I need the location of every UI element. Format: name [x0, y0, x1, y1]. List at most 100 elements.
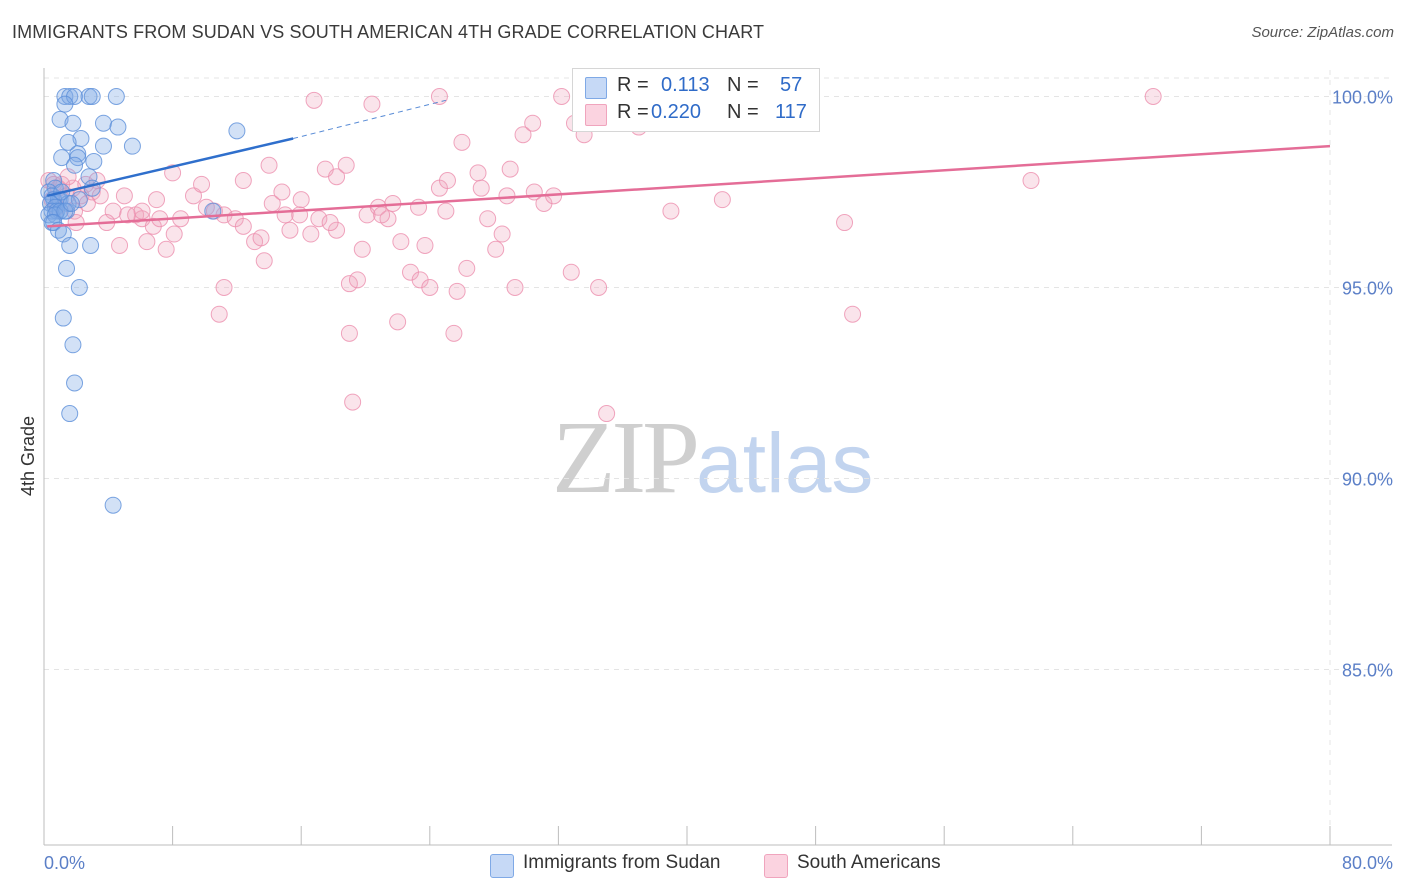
sudan-point [69, 145, 87, 163]
chart-title: IMMIGRANTS FROM SUDAN VS SOUTH AMERICAN … [12, 22, 765, 42]
south-americans-point [353, 240, 371, 258]
sudan-point [83, 179, 101, 197]
south-americans-point [448, 282, 466, 300]
south-americans-point [234, 217, 252, 235]
south-americans-point [276, 206, 294, 224]
source-label: Source: ZipAtlas.com [1251, 24, 1394, 41]
south-americans-point [844, 305, 862, 323]
legend-n-value: 117 [775, 101, 807, 123]
south-americans-point [524, 114, 542, 132]
south-americans-point [340, 324, 358, 342]
sudan-point [94, 137, 112, 155]
sudan-point [61, 236, 79, 254]
watermark-atlas: atlas [696, 416, 874, 510]
south-americans-point [344, 393, 362, 411]
south-americans-point [310, 210, 328, 228]
south-americans-point [506, 279, 524, 296]
south-americans-point [165, 225, 183, 243]
sudan-point [58, 259, 76, 277]
legend-r-value: 0.113 [661, 74, 710, 96]
south-americans-point [148, 191, 166, 209]
south-americans-point [445, 324, 463, 342]
south-americans-point [479, 210, 497, 228]
south-americans-point [234, 172, 252, 190]
south-americans-point [1022, 172, 1040, 190]
south-americans-point [493, 225, 511, 243]
south-americans-point [662, 202, 680, 220]
y-axis-title: 4th Grade [18, 416, 38, 496]
sudan-point [70, 191, 88, 209]
bottom-legend-swatch-south-americans [764, 854, 788, 878]
y-tick-label: 95.0% [1342, 279, 1393, 299]
y-tick-label: 90.0% [1342, 470, 1393, 490]
sudan-point [54, 309, 72, 327]
sudan-trend-line [46, 137, 294, 198]
correlation-legend: R = 0.113 N = 57 R = 0.220 N = 117 [572, 68, 820, 132]
south-americans-point [525, 183, 543, 201]
sudan-point [109, 118, 127, 136]
sudan-point [82, 236, 100, 254]
south-americans-point [437, 202, 455, 220]
south-americans-point [363, 95, 381, 113]
x-tick-label: 0.0% [44, 853, 85, 873]
south-americans-point [1144, 88, 1162, 105]
legend-swatch-south-americans [585, 104, 607, 126]
south-americans-point [157, 240, 175, 258]
sudan-point [70, 279, 88, 296]
south-americans-point [453, 133, 471, 151]
south-americans-trend-line [47, 144, 1331, 228]
south-americans-point [553, 88, 571, 105]
watermark-zip: ZIP [552, 400, 700, 515]
sudan-point [66, 374, 84, 392]
south-americans-point [438, 172, 456, 190]
y-tick-label: 100.0% [1332, 88, 1393, 108]
south-americans-point [469, 164, 487, 182]
south-americans-point [292, 191, 310, 209]
bottom-legend-label-sudan: Immigrants from Sudan [523, 852, 721, 873]
south-americans-point [487, 240, 505, 258]
south-americans-point [337, 156, 355, 174]
south-americans-point [138, 233, 156, 251]
south-americans-point [302, 225, 320, 243]
south-americans-point [373, 206, 391, 224]
south-americans-point [67, 214, 85, 232]
bottom-legend-label-south-americans: South Americans [797, 852, 941, 873]
sudan-point [62, 194, 80, 212]
sudan-point [61, 405, 79, 423]
south-americans-point [305, 91, 323, 109]
south-americans-point [273, 183, 291, 201]
south-americans-point [252, 229, 270, 247]
sudan-point [228, 122, 246, 140]
south-americans-point [514, 126, 532, 144]
south-americans-point [193, 175, 211, 193]
sudan-point [59, 133, 77, 151]
legend-r-value: 0.220 [651, 101, 702, 123]
south-americans-point [115, 187, 133, 205]
south-americans-point [713, 191, 731, 209]
south-americans-point [836, 214, 854, 232]
y-tick-label: 85.0% [1342, 661, 1393, 681]
sudan-point [64, 114, 82, 132]
south-americans-point [498, 187, 516, 205]
legend-swatch-sudan [585, 77, 607, 99]
legend-r-key: R = [617, 74, 649, 96]
legend-n-key: N = [727, 74, 759, 96]
south-americans-point [421, 279, 439, 296]
south-americans-point [215, 279, 233, 296]
south-americans-point [133, 202, 151, 220]
legend-row-sudan: R = 0.113 N = 57 [585, 74, 815, 100]
south-americans-point [281, 221, 299, 239]
legend-r-key: R = [617, 101, 649, 123]
south-americans-point [260, 156, 278, 174]
sudan-point [83, 88, 101, 105]
south-americans-point [348, 271, 366, 289]
south-americans-point [598, 405, 616, 423]
south-americans-point [255, 252, 273, 270]
x-tick-label: 80.0% [1342, 853, 1393, 873]
south-americans-point [321, 214, 339, 232]
sudan-point [56, 95, 74, 113]
south-americans-point [501, 160, 519, 178]
south-americans-point [430, 88, 448, 105]
sudan-point [64, 336, 82, 354]
